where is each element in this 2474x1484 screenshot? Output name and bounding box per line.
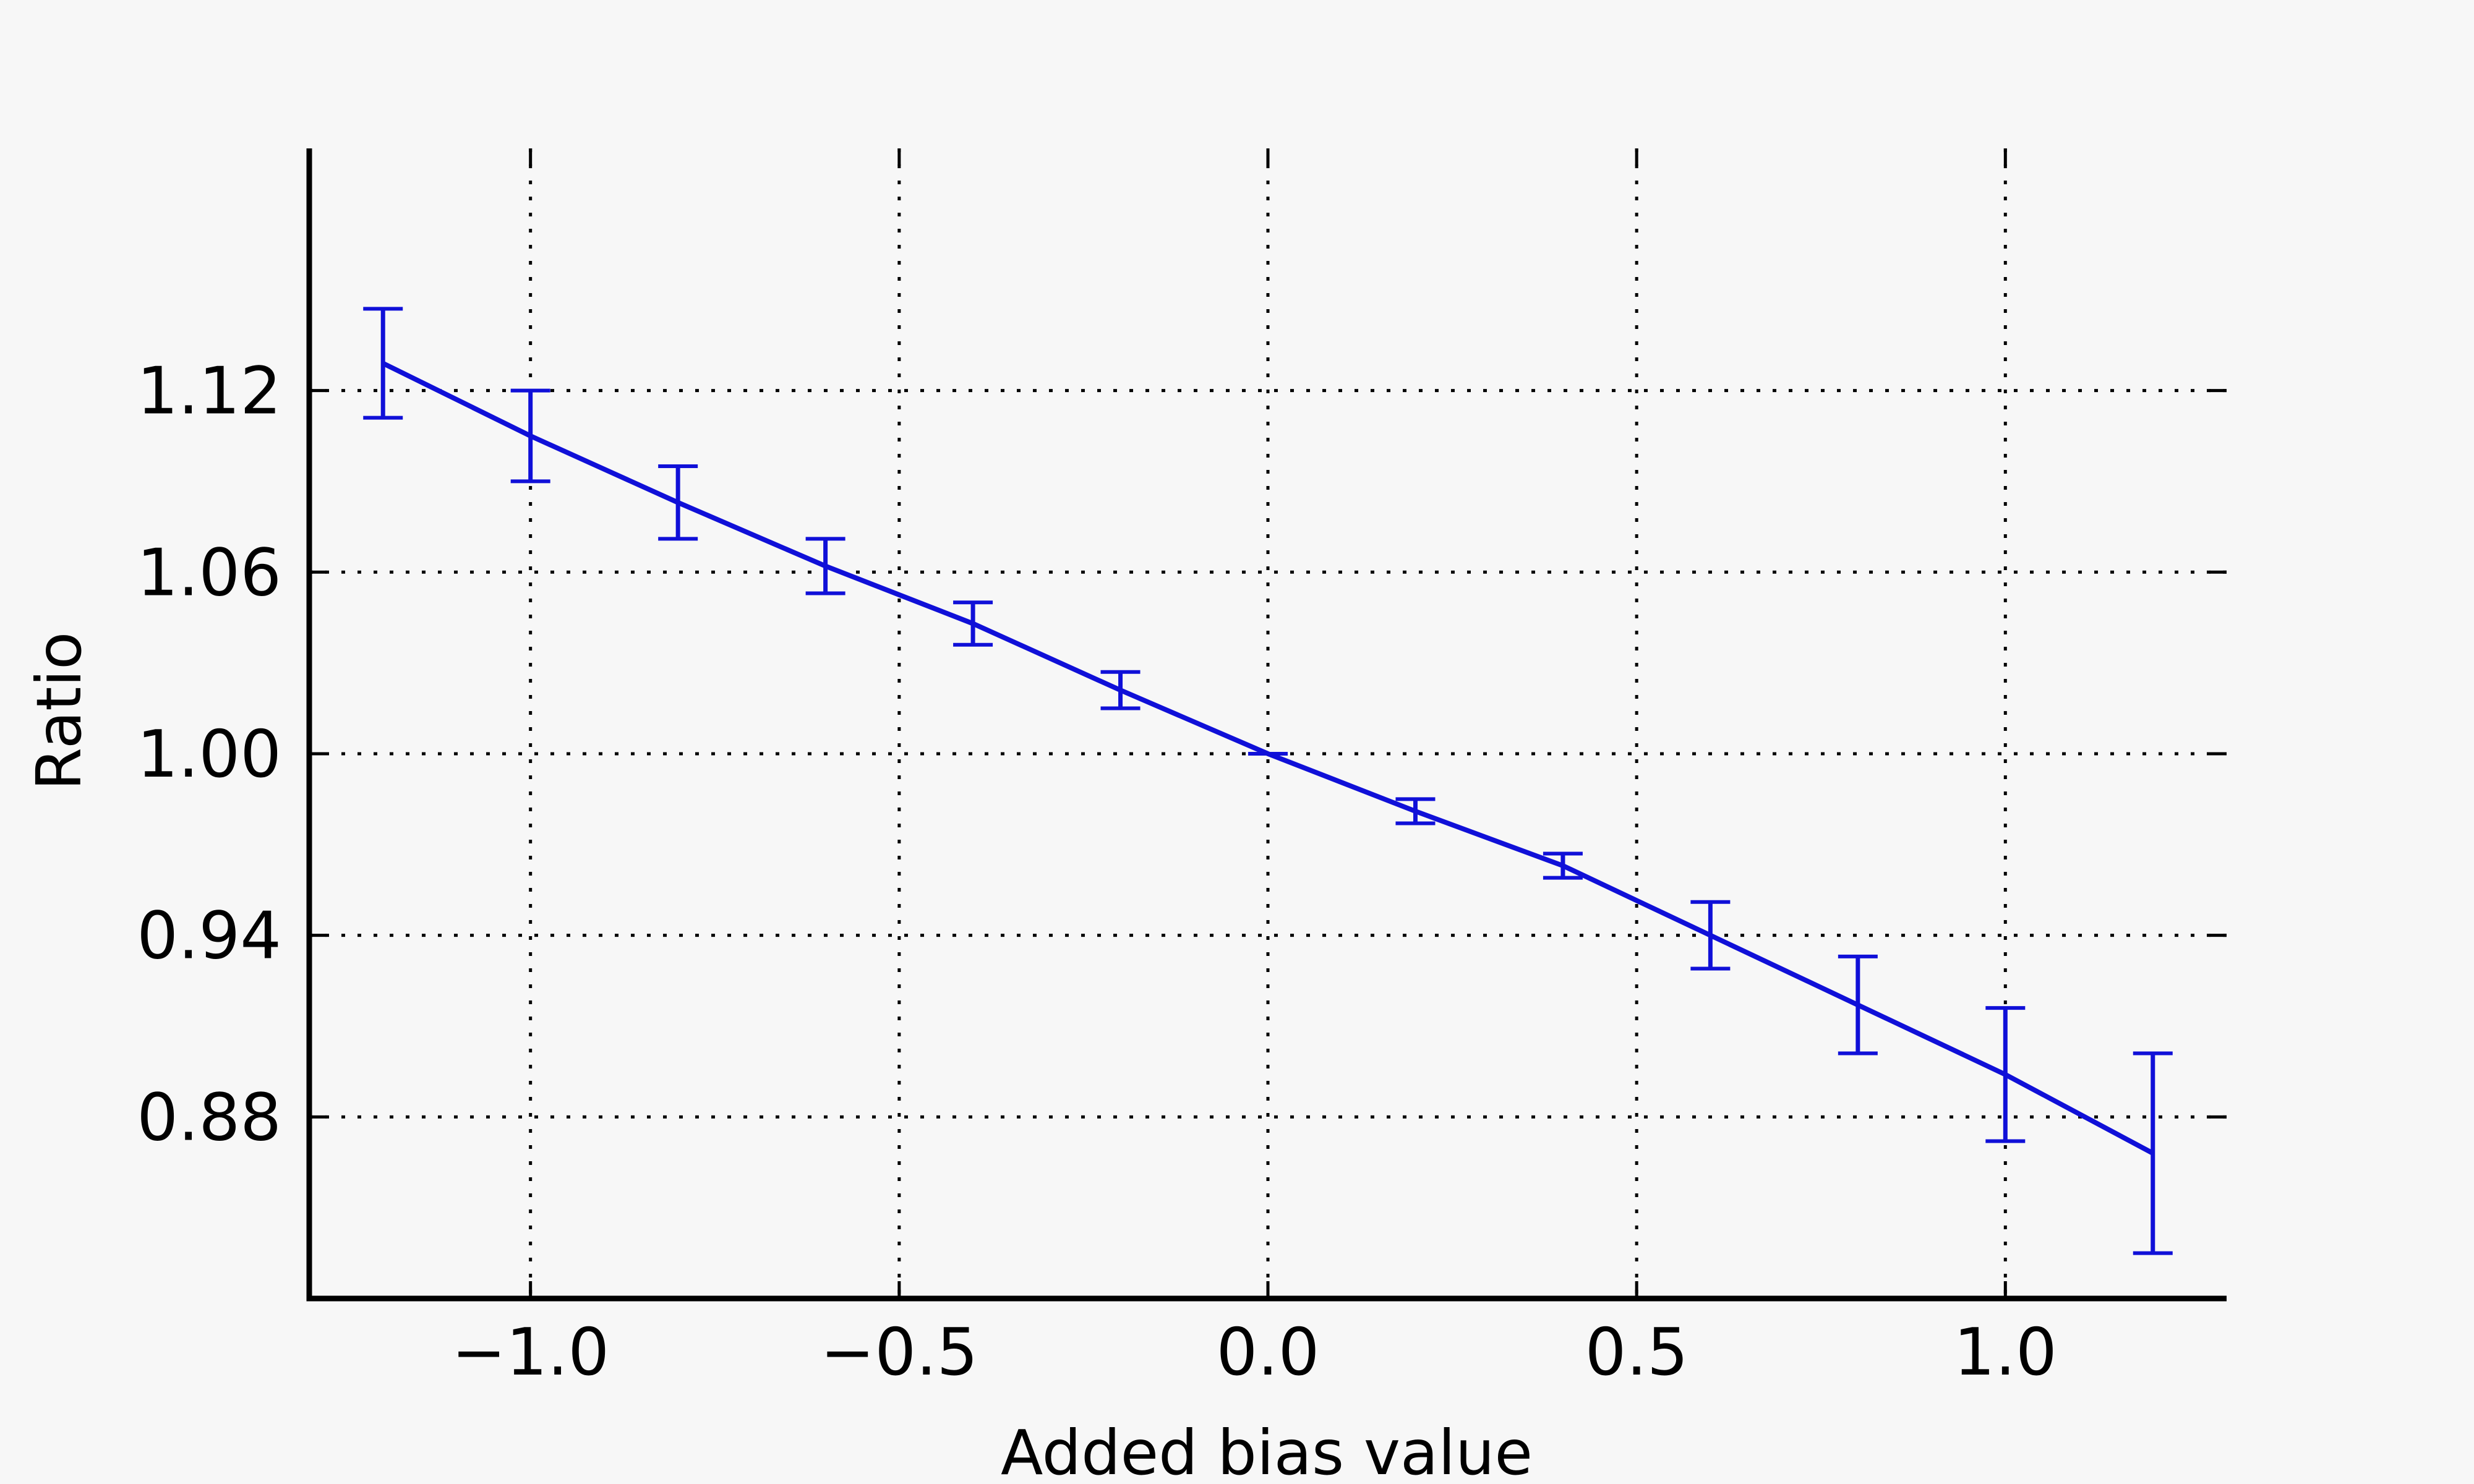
- x-tick-label: 1.0: [1954, 1315, 2057, 1390]
- error-bar: [1395, 797, 1436, 825]
- x-tick-label: 0.0: [1217, 1315, 1320, 1390]
- data-point: [972, 622, 975, 625]
- data-point: [824, 565, 827, 568]
- data-point: [1709, 934, 1712, 937]
- error-bar: [1690, 900, 1731, 971]
- error-bar: [1248, 751, 1288, 756]
- error-bar: [1985, 1006, 2026, 1143]
- data-point: [2004, 1073, 2007, 1076]
- tick-labels: −1.0 −0.5 0.0 0.5 1.0 0.88 0.94 1.00 1.06 1.12: [137, 354, 2057, 1390]
- data-point: [529, 435, 532, 437]
- data-point: [1414, 809, 1417, 812]
- data-point: [2151, 1152, 2154, 1155]
- data-point: [1856, 1004, 1859, 1007]
- plot-area: [363, 307, 2173, 1255]
- data-point: [677, 501, 680, 504]
- error-bar: [658, 464, 698, 541]
- x-tick-label: 0.5: [1585, 1315, 1689, 1390]
- error-bar: [805, 537, 845, 595]
- error-bar: [1543, 851, 1583, 880]
- data-point: [382, 362, 385, 365]
- y-tick-label: 0.88: [137, 1080, 281, 1155]
- data-point: [1267, 752, 1269, 755]
- x-tick-label: −0.5: [820, 1315, 978, 1390]
- y-tick-label: 0.94: [137, 898, 281, 974]
- error-bar: [2133, 1051, 2173, 1255]
- error-bar: [510, 388, 550, 484]
- axes: [306, 148, 2227, 1302]
- error-bar: [1100, 670, 1141, 710]
- y-axis-label: Ratio: [23, 632, 95, 791]
- grid: [309, 148, 2227, 1298]
- y-tick-label: 1.12: [137, 354, 281, 429]
- data-point: [1119, 689, 1122, 692]
- error-bar: [953, 600, 993, 647]
- error-bar: [1838, 954, 1878, 1055]
- axis-spines: [306, 148, 2227, 1302]
- y-tick-label: 1.06: [137, 535, 281, 610]
- data-point: [1561, 864, 1564, 868]
- x-tick-label: −1.0: [452, 1315, 609, 1390]
- y-tick-label: 1.00: [137, 717, 281, 792]
- error-bar: [363, 307, 403, 420]
- x-axis-label: Added bias value: [1001, 1417, 1533, 1484]
